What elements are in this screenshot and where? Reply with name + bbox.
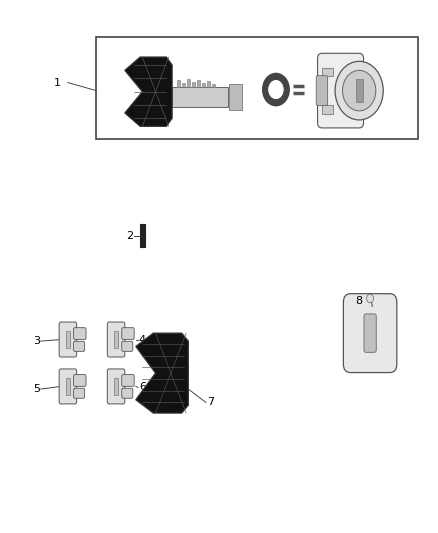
Bar — [201, 83, 205, 87]
FancyBboxPatch shape — [316, 76, 328, 106]
Bar — [212, 84, 215, 87]
FancyBboxPatch shape — [107, 369, 125, 404]
Text: 4: 4 — [139, 335, 146, 344]
Bar — [187, 79, 190, 87]
FancyBboxPatch shape — [343, 294, 397, 373]
Text: 1: 1 — [53, 78, 60, 87]
Bar — [177, 80, 180, 87]
Bar — [229, 84, 242, 110]
Bar — [322, 105, 333, 114]
Bar — [207, 81, 210, 87]
FancyBboxPatch shape — [318, 53, 364, 128]
Bar — [114, 331, 118, 348]
FancyBboxPatch shape — [74, 388, 85, 398]
Circle shape — [263, 74, 289, 106]
FancyBboxPatch shape — [74, 328, 86, 340]
FancyBboxPatch shape — [107, 322, 125, 357]
Bar — [191, 82, 195, 87]
Polygon shape — [125, 57, 172, 126]
Bar — [140, 224, 145, 247]
FancyBboxPatch shape — [122, 328, 134, 340]
Bar — [66, 378, 70, 395]
FancyBboxPatch shape — [74, 375, 86, 386]
Bar — [197, 80, 200, 87]
Text: 6: 6 — [139, 383, 146, 392]
Bar — [66, 331, 70, 348]
Bar — [322, 68, 333, 76]
FancyBboxPatch shape — [364, 314, 376, 352]
Text: 7: 7 — [207, 398, 214, 407]
Circle shape — [335, 61, 383, 120]
Polygon shape — [136, 333, 188, 413]
FancyBboxPatch shape — [122, 341, 133, 351]
FancyBboxPatch shape — [74, 341, 85, 351]
Text: 2: 2 — [126, 231, 133, 240]
Bar — [96, 37, 418, 139]
Bar — [181, 83, 185, 87]
Text: 8: 8 — [356, 296, 363, 306]
FancyBboxPatch shape — [122, 375, 134, 386]
Circle shape — [367, 294, 374, 303]
FancyBboxPatch shape — [122, 388, 133, 398]
Text: 3: 3 — [33, 336, 40, 346]
Circle shape — [343, 70, 376, 111]
Bar — [114, 378, 118, 395]
FancyBboxPatch shape — [59, 322, 77, 357]
Text: 5: 5 — [33, 384, 40, 394]
Bar — [356, 79, 363, 102]
Circle shape — [268, 79, 284, 100]
Bar — [172, 87, 228, 107]
FancyBboxPatch shape — [59, 369, 77, 404]
